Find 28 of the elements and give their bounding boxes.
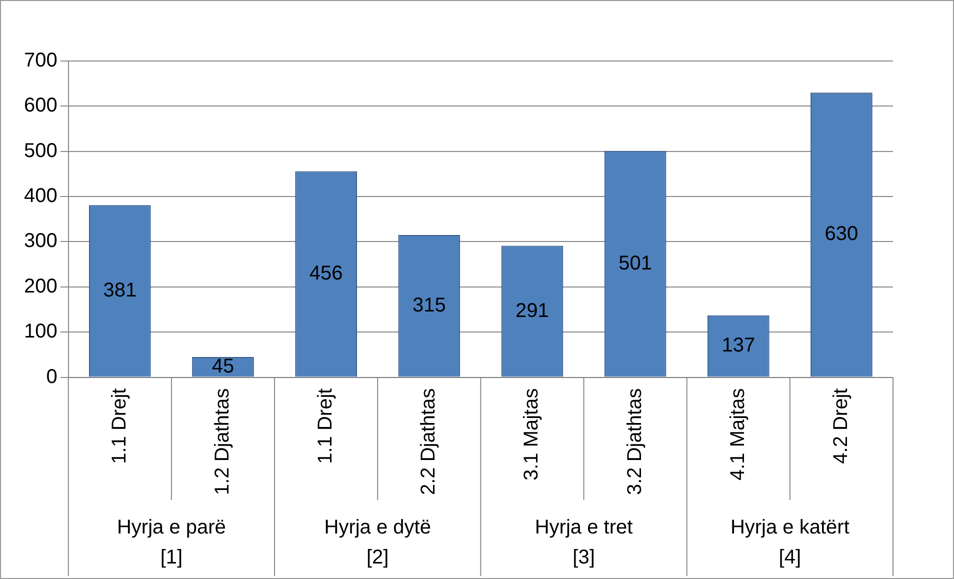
x-tick-label: 1.2 Djathtas (212, 388, 234, 496)
y-tick-label: 100 (24, 320, 58, 343)
data-label: 45 (212, 355, 234, 378)
data-label: 456 (309, 262, 343, 285)
data-label: 501 (618, 252, 652, 274)
text: Hyrja e parë [1] (116, 516, 226, 569)
y-tick-label: 600 (24, 94, 58, 117)
text: Hyrja e katërt [4] (730, 516, 850, 569)
y-tick-label: 200 (24, 275, 58, 298)
data-label: 137 (722, 334, 756, 357)
x-tick-label: 2.2 Djathtas (418, 388, 440, 496)
x-tick-label: 1.1 Drejt (108, 388, 130, 464)
data-label: 291 (516, 300, 549, 322)
data-label: 315 (412, 294, 446, 316)
data-label: 630 (824, 223, 858, 246)
y-tick-label: 500 (24, 140, 58, 162)
y-tick-label: 300 (24, 230, 58, 252)
y-tick-label: 0 (46, 366, 58, 388)
x-tick-label: 4.1 Majtas (726, 388, 749, 481)
x-tick-label: 3.1 Majtas (520, 388, 543, 481)
text: Hyrja e dytë [2] (324, 516, 431, 569)
y-tick-label: 700 (24, 50, 58, 72)
x-tick-label: 4.2 Drejt (830, 388, 852, 464)
data-label: 381 (103, 279, 137, 302)
x-tick-label: 3.2 Djathtas (624, 388, 646, 496)
y-tick-label: 400 (24, 185, 58, 208)
x-tick-label: 1.1 Drejt (314, 388, 337, 464)
text: Hyrja e tret [3] (534, 516, 634, 569)
